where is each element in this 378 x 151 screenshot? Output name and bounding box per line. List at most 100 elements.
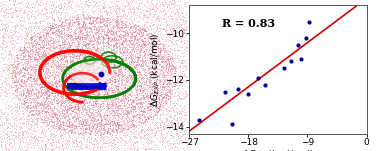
Point (57, 54, 64, 56)
Point (31, 83, 37, 85)
Point (9, 49, 15, 51)
Point (115, 70, 121, 72)
Point (154, 27, 160, 29)
Point (27, 63, 33, 65)
Point (64, 26, 70, 29)
Point (68, 96, 74, 99)
Point (71, 116, 77, 119)
Point (132, 66, 138, 68)
Point (50, 124, 56, 127)
Point (55, 126, 61, 128)
Point (108, 103, 114, 105)
Point (144, 119, 150, 122)
Point (45, 32, 51, 34)
Point (82, 131, 88, 133)
Point (11, 118, 17, 120)
Point (181, 31, 187, 33)
Point (107, 94, 113, 97)
Point (128, 56, 134, 58)
Point (119, 115, 125, 117)
Point (101, 105, 107, 107)
Point (50, 91, 56, 94)
Point (113, 130, 119, 133)
Point (26, 38, 33, 40)
Point (74, 13, 81, 15)
Point (17, 1, 23, 4)
Point (75, 18, 81, 20)
Point (86, 30, 92, 32)
Point (77, 89, 83, 92)
Point (42, 101, 48, 103)
Point (55, 63, 61, 65)
Point (83, 122, 89, 124)
Point (104, 102, 110, 104)
Point (19, 80, 25, 83)
Point (164, 73, 170, 76)
Point (196, 118, 202, 121)
Point (25, 135, 31, 138)
Point (136, 111, 142, 114)
Point (28, 37, 34, 40)
Point (66, 71, 72, 74)
Point (89, 87, 95, 89)
Point (138, 129, 144, 132)
Point (122, 104, 128, 107)
Point (11, 122, 17, 125)
Point (161, 27, 167, 30)
Point (109, 37, 115, 39)
Point (37, 103, 43, 105)
Point (86, 54, 92, 57)
Point (122, 124, 129, 126)
Point (0, 40, 6, 43)
Point (146, 25, 152, 27)
Point (78, 127, 84, 129)
Point (143, 81, 149, 84)
Point (163, 100, 169, 103)
Point (105, 37, 111, 39)
Point (98, 22, 104, 24)
Point (49, 110, 55, 112)
Point (163, 57, 169, 60)
Point (58, 94, 64, 96)
Point (181, 28, 187, 30)
Point (111, 49, 117, 52)
Point (119, 101, 125, 104)
Point (90, 148, 96, 150)
Point (48, 65, 54, 68)
Point (142, 100, 148, 103)
Point (138, 141, 144, 143)
Point (136, 44, 143, 46)
Point (124, 131, 130, 133)
Point (101, 89, 107, 92)
Point (139, 86, 146, 88)
Point (107, 116, 113, 118)
Point (161, 50, 167, 53)
Point (168, 74, 174, 77)
Point (163, 1, 169, 3)
Point (99, 26, 105, 29)
Point (15, 67, 21, 70)
Point (19, 78, 25, 80)
Point (146, 37, 152, 39)
Point (107, 52, 113, 54)
Point (34, 114, 40, 116)
Point (130, 132, 136, 134)
Point (85, 83, 91, 85)
Point (153, 19, 159, 21)
Point (51, 148, 57, 150)
Point (143, 148, 149, 151)
Point (86, 82, 92, 84)
Point (12, 85, 18, 87)
Point (170, 43, 177, 45)
Point (68, 58, 74, 61)
Point (17, 131, 23, 134)
Point (85, 75, 91, 77)
Point (63, 59, 69, 61)
Point (88, 52, 94, 55)
Point (68, 114, 74, 117)
Point (79, 143, 85, 146)
Point (165, 53, 171, 55)
Point (70, 100, 76, 102)
Point (67, 97, 73, 99)
Point (113, 109, 119, 111)
